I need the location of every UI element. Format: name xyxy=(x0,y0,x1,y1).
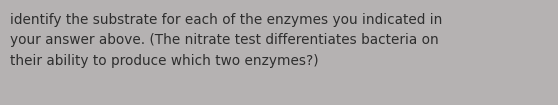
Text: identify the substrate for each of the enzymes you indicated in
your answer abov: identify the substrate for each of the e… xyxy=(10,13,442,68)
